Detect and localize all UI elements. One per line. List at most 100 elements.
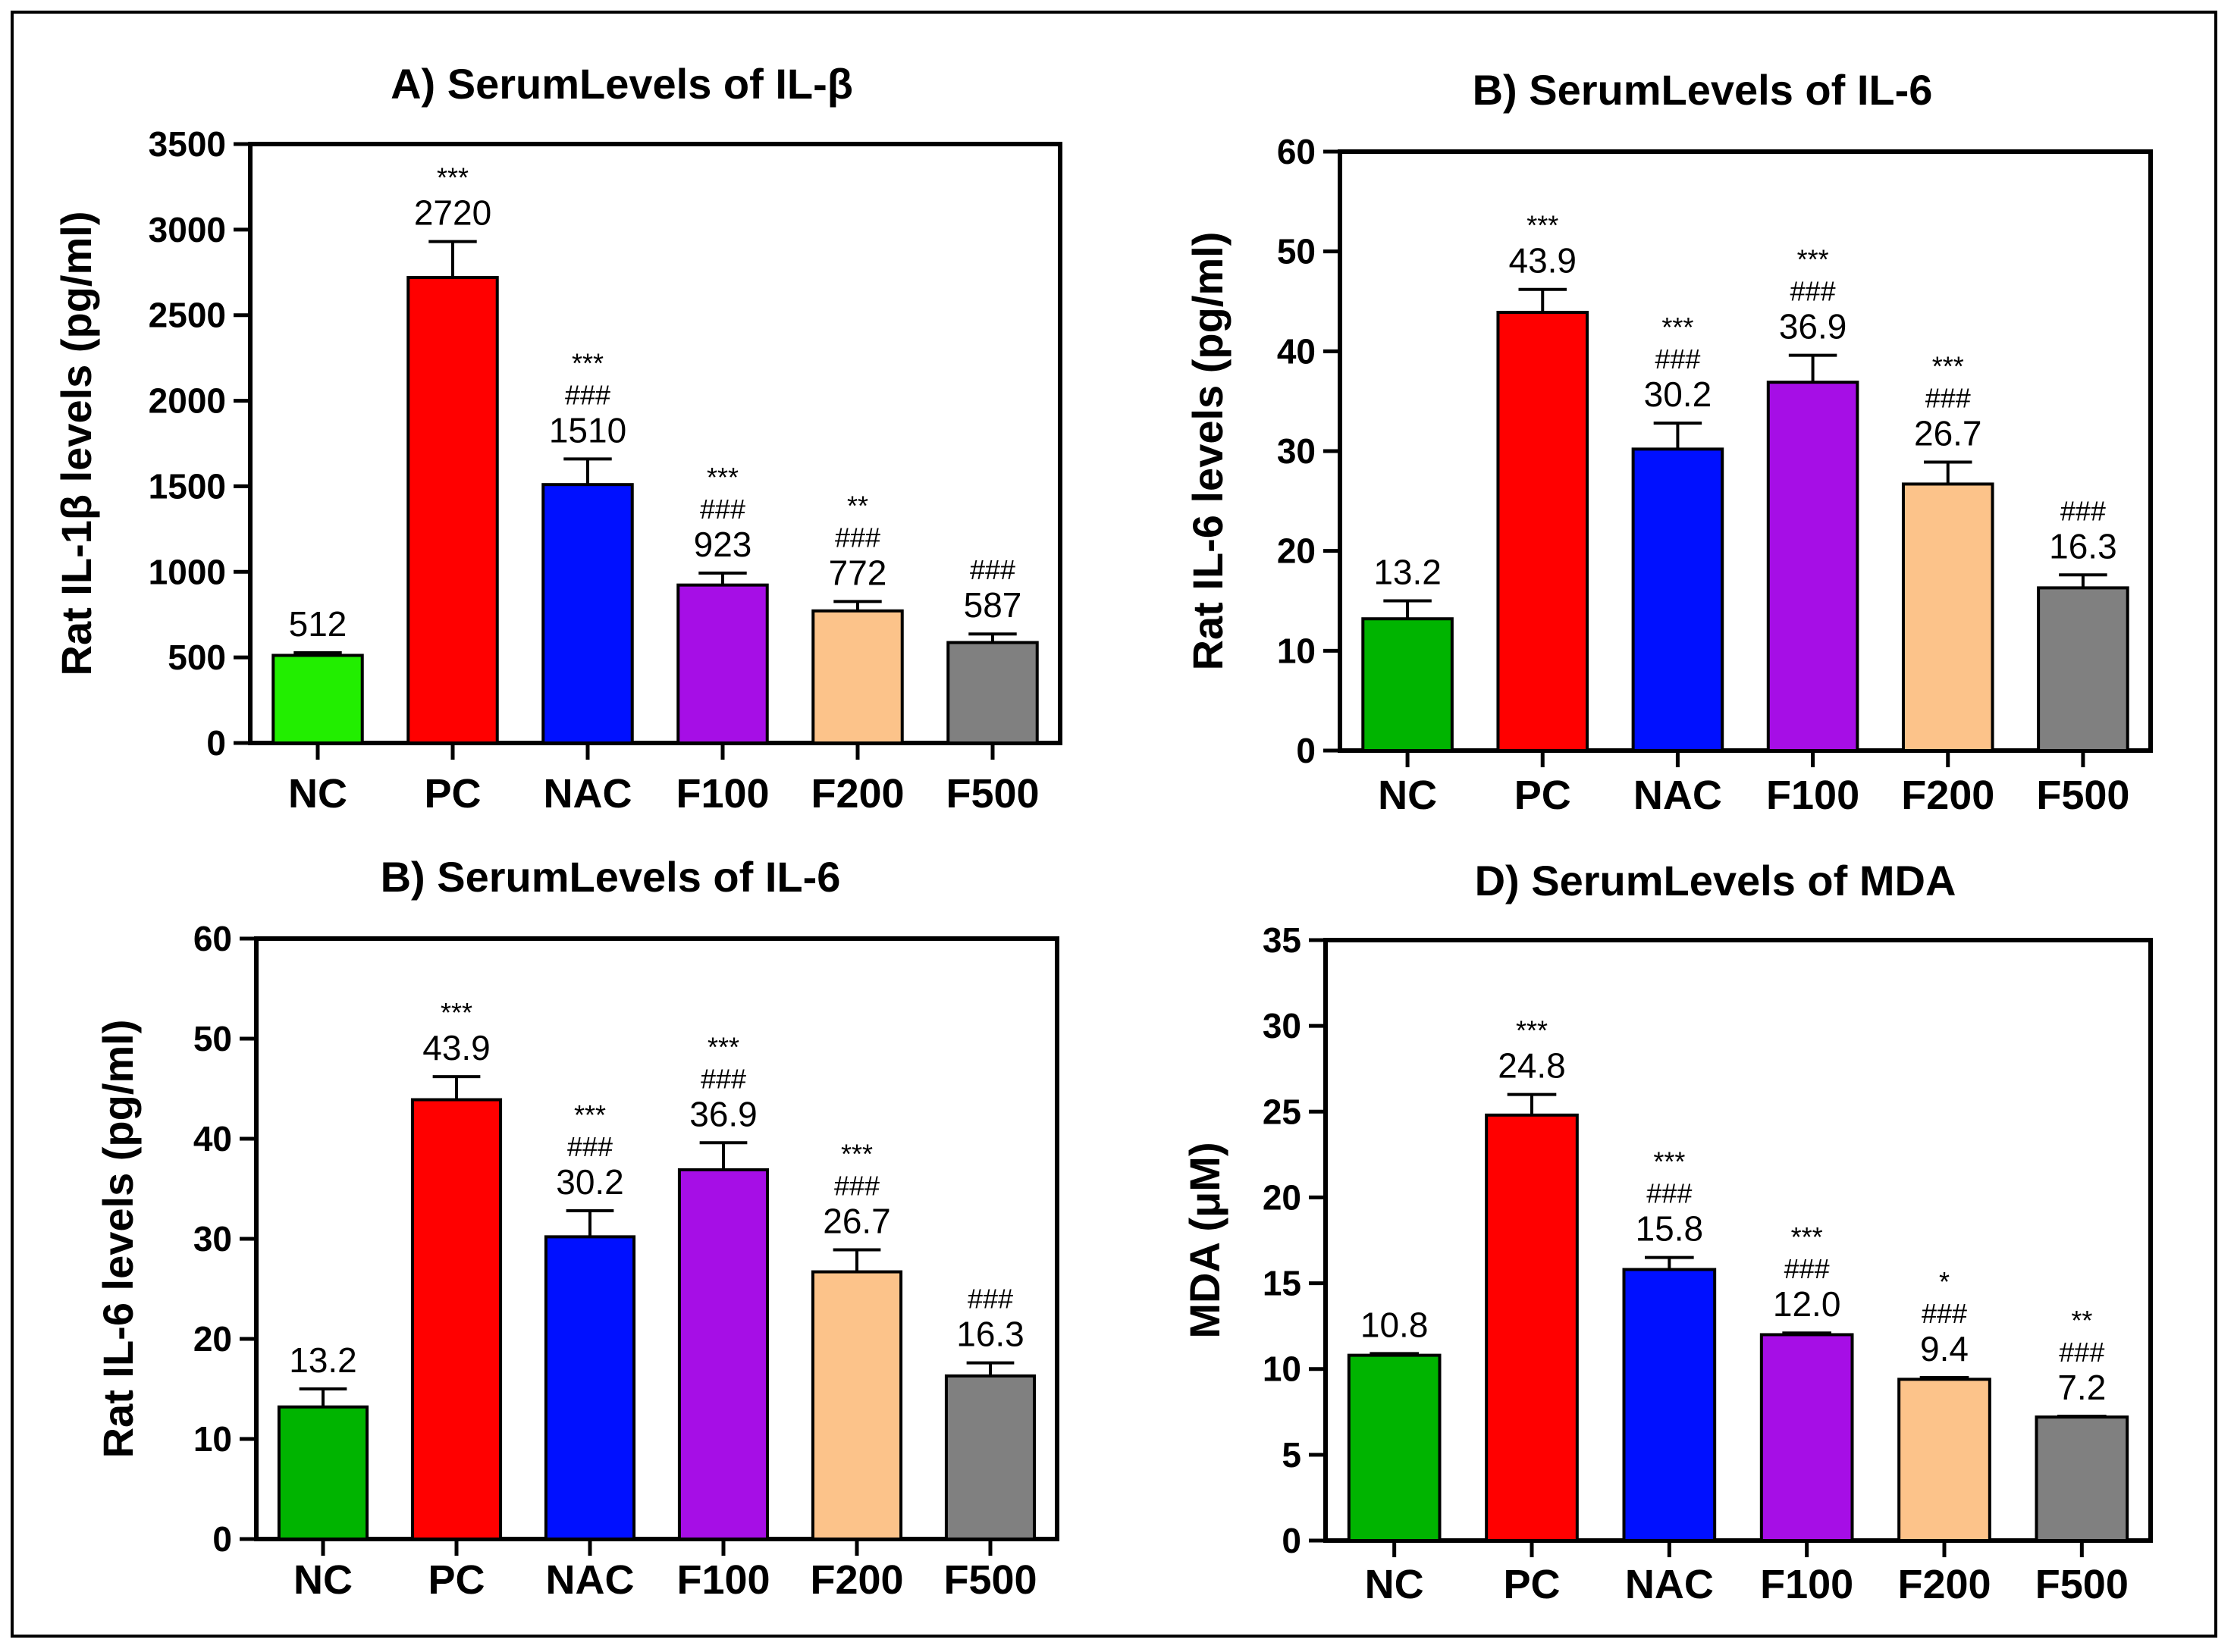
y-tick-label: 15 (1263, 1264, 1301, 1303)
bar-f100 (677, 1168, 770, 1541)
significance-marker: ### (1655, 343, 1700, 375)
data-label: 15.8 (1636, 1209, 1704, 1249)
significance-marker: ### (2060, 495, 2106, 526)
y-tick-label: 10 (1277, 631, 1316, 670)
data-label: 10.8 (1360, 1305, 1429, 1344)
y-tick-label: 25 (1263, 1092, 1301, 1131)
y-tick-label: 35 (1263, 920, 1301, 960)
significance-marker: *** (437, 162, 469, 193)
bar-f200 (811, 609, 904, 745)
significance-marker: ### (1922, 1298, 1967, 1329)
significance-marker: *** (572, 347, 604, 378)
significance-marker: *** (1653, 1146, 1685, 1177)
x-tick-label: NAC (544, 771, 632, 817)
significance-marker: ### (701, 1063, 746, 1094)
y-axis-label: Rat IL-1β levels (pg/ml) (52, 212, 100, 676)
y-tick-label: 500 (168, 638, 226, 677)
significance-marker: *** (1516, 1015, 1548, 1046)
bar-f200 (1901, 482, 1994, 752)
x-tick-label: F500 (2035, 1562, 2129, 1607)
x-tick-label: F200 (1897, 1562, 1991, 1607)
significance-marker: *** (708, 1031, 739, 1062)
data-label: 24.8 (1498, 1046, 1566, 1086)
bar-pc (410, 1098, 503, 1541)
x-tick-label: PC (428, 1557, 485, 1603)
data-label: 16.3 (956, 1315, 1024, 1354)
bar-f200 (1897, 1378, 1991, 1542)
significance-marker: *** (441, 997, 472, 1028)
x-tick-label: F500 (943, 1557, 1037, 1603)
y-tick-label: 1500 (149, 466, 226, 506)
significance-marker: *** (574, 1099, 606, 1130)
bar-nac (1622, 1268, 1717, 1543)
y-axis-label: Rat IL-6 levels (pg/ml) (1184, 232, 1232, 671)
plot-frame (248, 142, 1062, 745)
y-tick-label: 0 (212, 1519, 232, 1559)
y-tick-label: 10 (193, 1419, 232, 1459)
bar-nac (544, 1235, 636, 1541)
chart-title: D) SerumLevels of MDA (1475, 857, 1956, 904)
x-tick-label: PC (1514, 773, 1571, 818)
data-label: 1510 (549, 410, 626, 450)
data-label: 26.7 (1914, 413, 1982, 453)
bar-nac (1631, 447, 1724, 752)
bar-f500 (946, 641, 1039, 745)
y-tick-label: 20 (1277, 531, 1316, 571)
chart-panel-4: D) SerumLevels of MDA MDA (μM) 0 5 10 15 20 25 3… (1181, 857, 2153, 1607)
significance-marker: ### (565, 379, 610, 410)
bar-nc (1361, 617, 1454, 753)
plot-frame (1323, 938, 2153, 1543)
x-tick-label: NC (1365, 1562, 1424, 1607)
y-tick-label: 0 (206, 723, 226, 763)
x-tick-label: F100 (676, 771, 769, 817)
x-tick-label: F500 (946, 771, 1039, 817)
bar-pc (406, 276, 499, 744)
data-label: 43.9 (422, 1028, 491, 1067)
x-tick-label: F200 (1901, 773, 1994, 818)
bar-nc (271, 654, 364, 744)
bar-f100 (1759, 1333, 1854, 1542)
y-axis-label: Rat IL-6 levels (pg/ml) (94, 1020, 142, 1459)
figure-frame (11, 11, 2217, 1638)
data-label: 2720 (414, 193, 491, 233)
data-label: 43.9 (1508, 241, 1577, 281)
data-label: 26.7 (823, 1202, 891, 1241)
x-tick-label: F200 (811, 771, 904, 817)
x-tick-label: NC (288, 771, 347, 817)
bar-f500 (944, 1374, 1037, 1541)
y-tick-label: 30 (1263, 1006, 1301, 1045)
y-tick-label: 50 (1277, 232, 1316, 271)
plot-frame (254, 936, 1059, 1541)
bar-nc (277, 1405, 369, 1541)
y-tick-label: 40 (1277, 331, 1316, 371)
significance-marker: * (1939, 1266, 1950, 1297)
bar-f500 (2035, 1415, 2129, 1543)
data-label: 36.9 (689, 1094, 758, 1133)
y-tick-label: 2000 (149, 381, 226, 421)
x-tick-label: PC (424, 771, 481, 817)
significance-marker: *** (1526, 210, 1558, 241)
bar-f100 (676, 583, 769, 744)
y-tick-label: 50 (193, 1019, 232, 1058)
x-tick-label: F100 (1760, 1562, 1853, 1607)
y-tick-label: 10 (1263, 1349, 1301, 1389)
plot-frame (1338, 149, 2153, 753)
bar-nc (1347, 1353, 1442, 1543)
significance-marker: ### (700, 494, 745, 525)
x-tick-label: NAC (546, 1557, 635, 1603)
x-tick-label: F100 (676, 1557, 770, 1603)
significance-marker: *** (1797, 244, 1829, 275)
significance-marker: *** (1791, 1221, 1823, 1252)
bar-pc (1496, 310, 1589, 752)
data-label: 9.4 (1920, 1329, 1969, 1368)
significance-marker: ### (835, 522, 880, 553)
y-tick-label: 20 (193, 1319, 232, 1359)
chart-title: A) SerumLevels of IL-β (391, 60, 853, 108)
data-label: 30.2 (556, 1162, 624, 1202)
significance-marker: ** (2071, 1305, 2092, 1336)
x-tick-label: NC (293, 1557, 353, 1603)
significance-marker: ### (1784, 1253, 1830, 1284)
y-tick-label: 20 (1263, 1177, 1301, 1217)
significance-marker: ### (970, 554, 1015, 585)
